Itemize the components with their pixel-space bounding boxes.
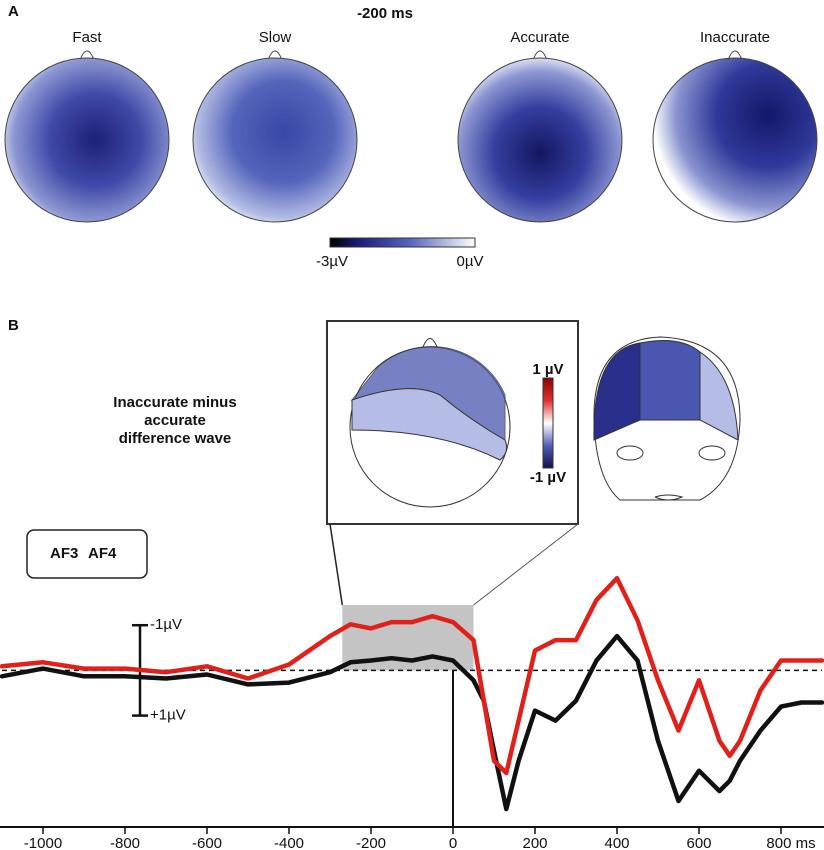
- map-title: Fast: [72, 29, 102, 46]
- panel-title: -200 ms: [357, 5, 413, 22]
- inset: [326, 320, 741, 525]
- x-tick-label: 400: [604, 835, 629, 850]
- y-tick-label: -1µV: [150, 616, 182, 633]
- y-tick-label: +1µV: [150, 707, 186, 724]
- panel-label: B: [8, 317, 19, 334]
- x-tick-label: -400: [274, 835, 304, 850]
- connector: [329, 523, 344, 606]
- topomaps: [4, 50, 818, 223]
- colorbar: [329, 237, 476, 248]
- colorbar-label: -1 µV: [530, 469, 566, 486]
- legend: [26, 529, 148, 579]
- legend-label: AF3: [50, 545, 78, 562]
- connector: [473, 523, 579, 606]
- x-tick-label: -800: [110, 835, 140, 850]
- x-tick-label: -1000: [24, 835, 62, 850]
- panel-label: A: [8, 3, 19, 20]
- annotation: Inaccurate minus: [113, 394, 236, 411]
- x-tick-label: 200: [522, 835, 547, 850]
- x-tick-label: 0: [449, 835, 457, 850]
- legend-label: AF4: [88, 545, 117, 562]
- colorbar-label: -3µV: [316, 253, 348, 270]
- colorbar-label: 1 µV: [532, 361, 563, 378]
- map-title: Slow: [259, 29, 292, 46]
- series-line: [0, 575, 824, 776]
- annotation: difference wave: [119, 430, 232, 447]
- x-tick-label: 800 ms: [766, 835, 815, 850]
- colorbar-label: 0µV: [457, 253, 484, 270]
- x-tick-label: -200: [356, 835, 386, 850]
- x-tick-label: 600: [686, 835, 711, 850]
- annotation: accurate: [144, 412, 206, 429]
- series-line: [0, 633, 824, 812]
- map-title: Inaccurate: [700, 29, 770, 46]
- x-tick-label: -600: [192, 835, 222, 850]
- map-title: Accurate: [510, 29, 569, 46]
